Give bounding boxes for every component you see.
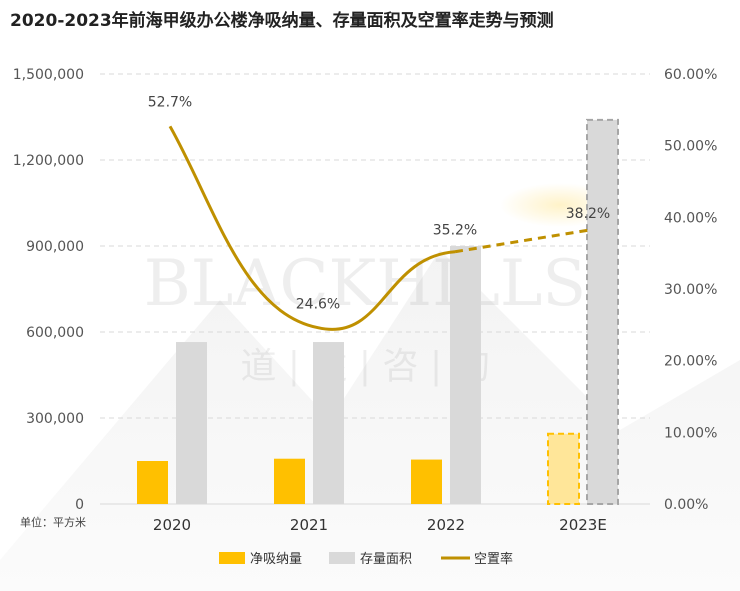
left-tick-label: 600,000	[26, 325, 84, 341]
left-tick-label: 300,000	[26, 411, 84, 427]
bar-stock	[586, 118, 619, 505]
watermark: BLACKHILLS 道 | 遠 | 咨 | 詢	[144, 247, 586, 387]
legend: 净吸纳量 存量面积 空置率	[219, 551, 513, 567]
x-tick-label: 2022	[427, 516, 465, 534]
right-axis: 0.00% 10.00% 20.00% 30.00% 40.00% 50.00% 60.00…	[664, 67, 717, 513]
watermark-brand: BLACKHILLS	[144, 247, 586, 321]
left-tick-label: 1,500,000	[13, 67, 84, 83]
left-tick-label: 900,000	[26, 239, 84, 255]
bar-absorption	[411, 459, 442, 504]
legend-swatch-stock	[329, 552, 355, 564]
vacancy-line-forecast	[454, 228, 589, 254]
bar-absorption	[547, 432, 580, 505]
legend-label-vacancy: 空置率	[474, 551, 513, 567]
x-tick-label: 2023E	[559, 516, 607, 534]
watermark-sub: 道 | 遠 | 咨 | 詢	[240, 346, 489, 387]
background-mountains	[0, 183, 740, 591]
right-tick-label: 50.00%	[664, 139, 717, 155]
right-tick-label: 10.00%	[664, 425, 717, 441]
vacancy-data-label: 35.2%	[433, 223, 477, 239]
chart-title: 2020-2023年前海甲级办公楼净吸纳量、存量面积及空置率走势与预测	[10, 11, 554, 31]
bar-absorption	[137, 461, 168, 504]
unit-label: 单位：平方米	[20, 515, 86, 529]
bar-stock	[176, 342, 207, 504]
x-tick-label: 2020	[153, 516, 191, 534]
left-axis: 0 300,000 600,000 900,000 1,200,000 1,500,000	[13, 67, 84, 513]
legend-label-absorption: 净吸纳量	[250, 552, 302, 567]
right-tick-label: 60.00%	[664, 67, 717, 83]
data-labels: 52.7% 24.6% 35.2% 38.2%	[148, 94, 610, 312]
bars	[137, 118, 619, 505]
bar-stock	[313, 342, 344, 504]
legend-swatch-absorption	[219, 552, 245, 564]
vacancy-data-label: 38.2%	[566, 206, 610, 222]
bar-stock	[450, 246, 481, 504]
vacancy-data-label: 24.6%	[296, 297, 340, 313]
right-tick-label: 30.00%	[664, 282, 717, 298]
vacancy-data-label: 52.7%	[148, 94, 192, 110]
right-tick-label: 20.00%	[664, 354, 717, 370]
left-tick-label: 0	[75, 497, 84, 513]
right-tick-label: 0.00%	[664, 497, 708, 513]
right-tick-label: 40.00%	[664, 210, 717, 226]
vacancy-line-actual	[168, 125, 456, 331]
vacancy-line	[168, 125, 589, 331]
left-tick-label: 1,200,000	[13, 153, 84, 169]
x-axis: 2020 2021 2022 2023E	[153, 516, 607, 534]
legend-label-stock: 存量面积	[360, 552, 412, 567]
bar-absorption	[274, 458, 305, 504]
x-tick-label: 2021	[290, 516, 328, 534]
